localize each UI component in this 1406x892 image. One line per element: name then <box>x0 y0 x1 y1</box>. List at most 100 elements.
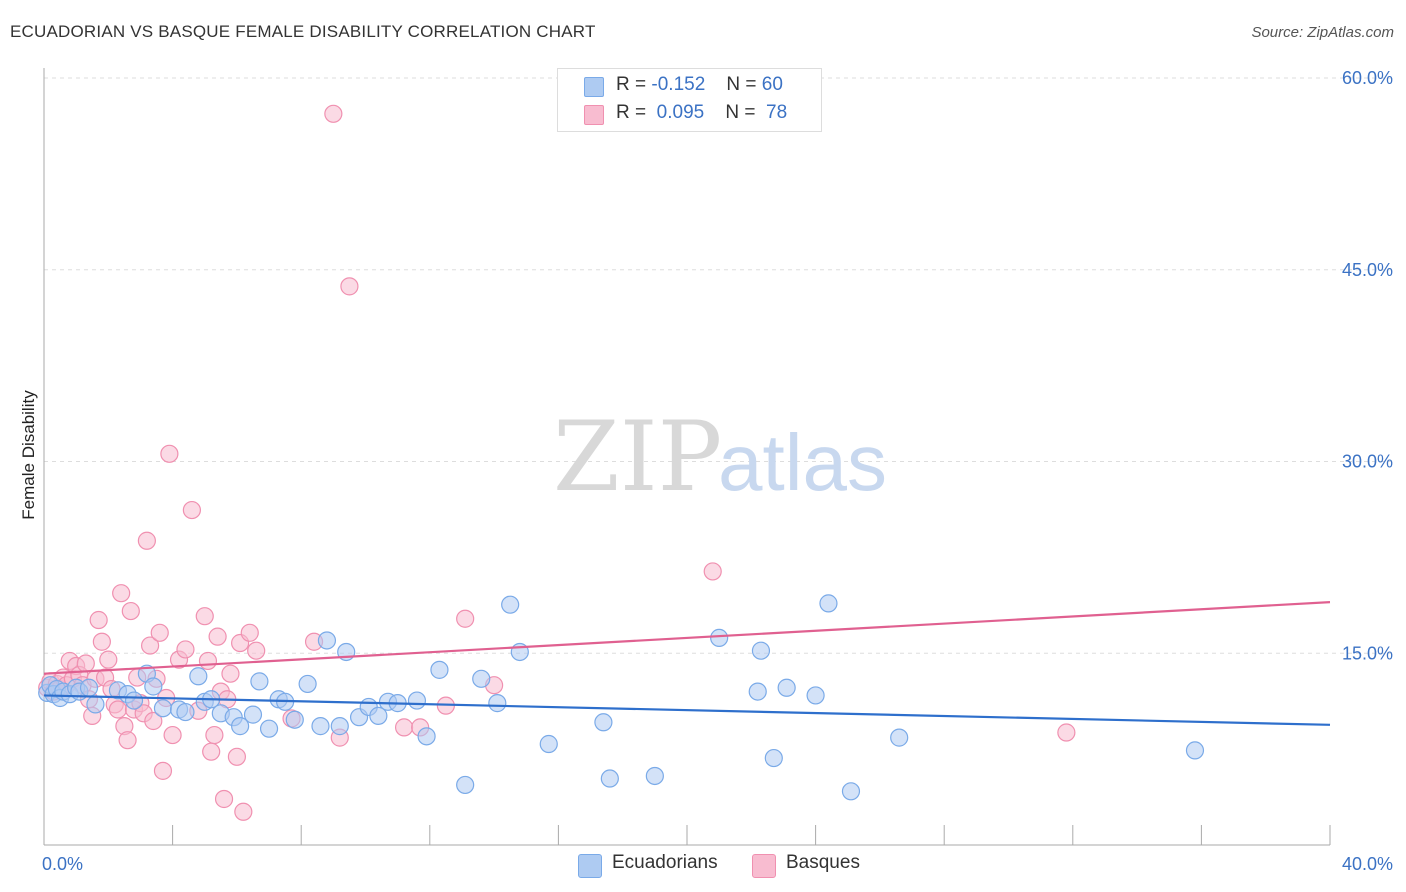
ecuadorian-point <box>250 672 269 691</box>
r-value-ecuadorians: -0.152 <box>651 74 706 95</box>
ecuadorian-point <box>144 677 163 696</box>
trend-line-basques <box>43 601 1331 675</box>
basques-swatch <box>584 105 604 125</box>
ecuadorian-point <box>777 678 796 697</box>
basque-point <box>456 609 475 628</box>
ecuadorian-point <box>806 686 825 705</box>
basque-point <box>76 654 95 673</box>
basque-point <box>108 700 128 719</box>
ecuadorian-point <box>600 769 619 788</box>
ecuadorian-point <box>645 766 664 786</box>
ecuadorians-legend-label: Ecuadorians <box>612 852 718 873</box>
y-tick-label: 15.0% <box>1342 643 1393 663</box>
stats-legend: R = -0.152 N = 60 R = 0.095 N = 78 <box>557 68 822 132</box>
ecuadorians-legend-swatch <box>578 854 602 878</box>
ecuadorians-swatch <box>584 77 604 97</box>
ecuadorian-point <box>764 748 783 768</box>
watermark-atlas: atlas <box>718 418 887 507</box>
ecuadorian-point <box>79 678 99 697</box>
trend-lines <box>43 601 1331 726</box>
ecuadorian-point <box>751 641 771 660</box>
tick-labels: 15.0% 30.0% 45.0% 60.0% 0.0% 40.0% <box>42 68 1393 874</box>
n-label: N = <box>726 74 757 95</box>
ecuadorian-point <box>369 706 388 725</box>
series-ecuadorians <box>38 594 1205 801</box>
ecuadorian-point <box>189 667 208 686</box>
ecuadorian-point <box>407 691 427 710</box>
basque-point <box>99 650 118 669</box>
basque-point <box>227 747 246 766</box>
y-tick-label: 60.0% <box>1342 68 1393 88</box>
basque-point <box>182 500 201 520</box>
ecuadorian-point <box>819 594 838 613</box>
axes <box>43 68 1331 846</box>
ecuadorian-point <box>330 717 349 736</box>
basque-point <box>163 725 182 745</box>
ecuadorian-point <box>285 710 304 729</box>
basque-point <box>121 601 140 621</box>
basque-point <box>202 742 221 761</box>
ecuadorian-point <box>501 595 520 614</box>
chart-title: ECUADORIAN VS BASQUE FEMALE DISABILITY C… <box>10 22 596 41</box>
source-label: Source: ZipAtlas.com <box>1251 24 1394 41</box>
ecuadorian-point <box>153 699 173 718</box>
n-label: N = <box>725 102 756 123</box>
trend-line-ecuadorians <box>43 694 1331 726</box>
ecuadorian-point <box>488 694 507 713</box>
basques-legend-swatch <box>752 854 776 878</box>
ecuadorian-point <box>890 728 909 747</box>
ecuadorian-point <box>298 674 317 694</box>
ecuadorian-point <box>86 695 105 714</box>
ecuadorian-point <box>1185 741 1205 760</box>
basque-point <box>394 718 414 737</box>
basque-point <box>208 627 227 646</box>
watermark-zip: ZIP <box>553 401 722 513</box>
y-tick-label: 30.0% <box>1342 452 1393 472</box>
basque-point <box>340 277 359 296</box>
basque-point <box>240 623 259 642</box>
y-tick-label: 45.0% <box>1342 260 1393 280</box>
ecuadorian-point <box>472 669 491 688</box>
basque-point <box>112 584 131 603</box>
x-tick-label: 0.0% <box>42 854 83 874</box>
y-axis-label: Female Disability <box>19 390 38 520</box>
ecuadorian-point <box>841 782 861 801</box>
basque-point <box>176 640 195 659</box>
r-label: R = <box>616 74 647 95</box>
ecuadorian-point <box>417 727 436 746</box>
ecuadorian-point <box>231 717 250 736</box>
basque-point <box>150 623 169 642</box>
basque-point <box>195 607 214 626</box>
basque-point <box>140 636 160 655</box>
basque-point <box>137 531 156 550</box>
basque-point <box>153 761 173 780</box>
ecuadorian-point <box>124 691 144 710</box>
ecuadorian-point <box>311 717 330 736</box>
basque-point <box>118 731 137 750</box>
basque-point <box>205 725 224 745</box>
ecuadorian-point <box>176 702 195 722</box>
ecuadorian-point <box>456 775 475 795</box>
basque-point <box>1057 723 1076 742</box>
ecuadorian-point <box>317 631 337 650</box>
r-value-basques: 0.095 <box>656 102 705 123</box>
basque-point <box>160 444 179 463</box>
basque-point <box>198 651 218 671</box>
ecuadorian-point <box>539 734 558 754</box>
basque-point <box>89 610 108 630</box>
basques-legend-label: Basques <box>786 852 860 873</box>
ecuadorian-point <box>748 682 767 701</box>
ecuadorian-point <box>710 628 729 648</box>
basque-point <box>144 711 163 731</box>
basque-point <box>703 562 722 581</box>
basque-point <box>324 104 343 123</box>
r-label: R = <box>616 102 647 123</box>
ecuadorian-point <box>430 660 449 679</box>
basque-point <box>234 802 253 821</box>
ecuadorian-point <box>594 713 613 732</box>
basque-point <box>214 789 234 809</box>
zipatlas-watermark: ZIP atlas <box>553 401 887 513</box>
basque-point <box>247 641 266 660</box>
x-tick-label: 40.0% <box>1342 854 1393 874</box>
